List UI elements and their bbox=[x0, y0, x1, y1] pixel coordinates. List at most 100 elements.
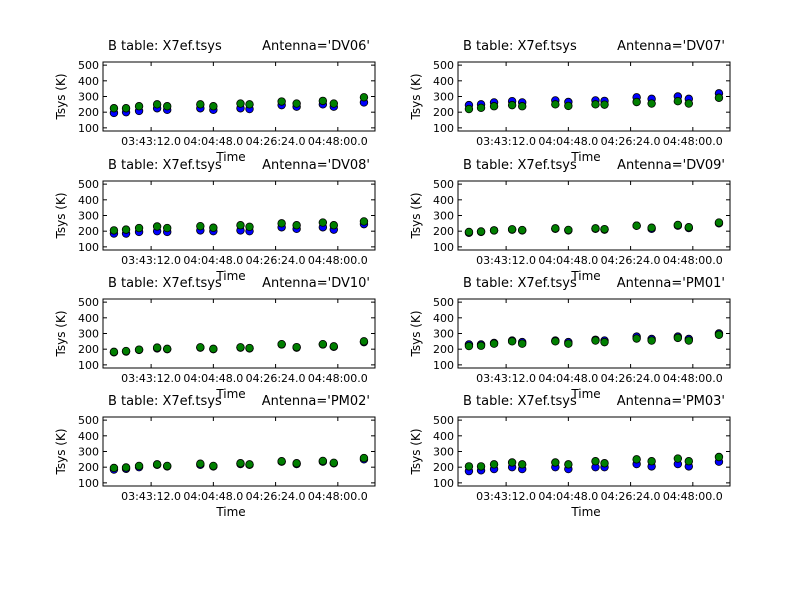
data-point-series-2 bbox=[292, 221, 301, 230]
y-tick-label: 400 bbox=[433, 75, 454, 88]
x-axis-label: Time bbox=[215, 150, 245, 164]
data-point-series-2 bbox=[476, 341, 486, 350]
data-point-series-2 bbox=[152, 343, 162, 352]
data-point-series-2 bbox=[632, 334, 641, 343]
y-tick-label: 100 bbox=[433, 241, 454, 254]
data-point-series-2 bbox=[564, 339, 573, 348]
data-point-series-2 bbox=[277, 97, 286, 106]
subplot-title: B table: X7ef.tsys bbox=[108, 276, 222, 291]
data-point-series-2 bbox=[518, 102, 527, 111]
data-point-series-2 bbox=[359, 453, 369, 463]
data-point-series-2 bbox=[673, 333, 683, 343]
x-tick-label: 04:26:24.0 bbox=[246, 135, 306, 148]
data-point-series-2 bbox=[245, 222, 254, 231]
data-point-series-2 bbox=[121, 104, 131, 113]
y-axis-label: Tsys (K) bbox=[54, 74, 68, 121]
data-point-series-2 bbox=[714, 330, 724, 339]
data-point-series-2 bbox=[236, 343, 245, 352]
subplot-antennapm02: B table: X7ef.tsys Antenna='PM02' 100 200 30… bbox=[54, 394, 376, 519]
data-point-series-2 bbox=[684, 99, 693, 108]
y-tick-label: 200 bbox=[433, 106, 454, 119]
x-tick-label: 04:48:00.0 bbox=[308, 372, 368, 385]
x-tick-label: 03:43:12.0 bbox=[121, 490, 181, 503]
data-point-series-2 bbox=[245, 343, 254, 353]
y-tick-label: 500 bbox=[433, 59, 454, 72]
data-point-series-2 bbox=[647, 457, 656, 466]
data-point-series-2 bbox=[551, 100, 560, 109]
data-point-series-2 bbox=[564, 225, 573, 235]
subplot-antennapm03: B table: X7ef.tsys Antenna='PM03' 100 200 30… bbox=[409, 394, 731, 519]
data-point-series-2 bbox=[163, 102, 172, 111]
x-tick-label: 04:26:24.0 bbox=[601, 372, 661, 385]
data-point-series-2 bbox=[163, 223, 172, 233]
y-tick-label: 100 bbox=[78, 241, 99, 254]
data-point-series-2 bbox=[277, 339, 286, 349]
x-axis-label: Time bbox=[215, 505, 245, 519]
data-point-series-2 bbox=[109, 463, 119, 473]
data-point-series-2 bbox=[152, 222, 162, 231]
data-point-series-2 bbox=[134, 102, 144, 111]
data-point-series-2 bbox=[489, 102, 499, 111]
data-point-series-2 bbox=[359, 337, 369, 346]
y-tick-label: 300 bbox=[433, 210, 454, 223]
subplot-title: B table: X7ef.tsys bbox=[463, 158, 577, 173]
data-point-series-2 bbox=[507, 100, 517, 110]
antenna-label: Antenna='DV06' bbox=[262, 39, 370, 54]
data-point-series-2 bbox=[329, 342, 338, 351]
data-point-series-2 bbox=[591, 457, 600, 466]
data-point-series-2 bbox=[209, 461, 218, 471]
subplot-title: B table: X7ef.tsys bbox=[463, 276, 577, 291]
data-point-series-2 bbox=[673, 220, 683, 230]
y-tick-label: 200 bbox=[78, 343, 99, 356]
y-tick-label: 300 bbox=[433, 328, 454, 341]
x-tick-label: 04:26:24.0 bbox=[601, 254, 661, 267]
x-tick-label: 04:26:24.0 bbox=[246, 254, 306, 267]
y-tick-label: 300 bbox=[78, 210, 99, 223]
data-point-series-2 bbox=[163, 344, 172, 354]
data-point-series-2 bbox=[359, 93, 369, 102]
data-point-series-2 bbox=[329, 458, 338, 467]
antenna-label: Antenna='DV07' bbox=[617, 39, 725, 54]
subplot-title: B table: X7ef.tsys bbox=[108, 39, 222, 54]
y-axis-label: Tsys (K) bbox=[409, 74, 423, 121]
y-tick-label: 400 bbox=[433, 312, 454, 325]
x-tick-label: 04:26:24.0 bbox=[246, 490, 306, 503]
data-point-series-2 bbox=[109, 226, 119, 235]
antenna-label: Antenna='DV08' bbox=[262, 158, 370, 173]
y-tick-label: 500 bbox=[433, 296, 454, 309]
y-tick-label: 100 bbox=[78, 477, 99, 490]
data-point-series-2 bbox=[673, 454, 683, 463]
data-point-series-2 bbox=[551, 458, 560, 467]
y-tick-label: 400 bbox=[78, 430, 99, 443]
y-tick-label: 500 bbox=[78, 178, 99, 191]
y-tick-label: 200 bbox=[433, 225, 454, 238]
data-point-series-2 bbox=[464, 227, 474, 237]
y-tick-label: 100 bbox=[433, 359, 454, 372]
x-axis-label: Time bbox=[570, 269, 600, 283]
data-point-series-2 bbox=[196, 459, 205, 468]
data-point-series-2 bbox=[134, 345, 144, 354]
data-point-series-2 bbox=[564, 101, 573, 111]
x-tick-label: 03:43:12.0 bbox=[476, 135, 536, 148]
data-point-series-2 bbox=[591, 336, 600, 345]
data-point-series-2 bbox=[489, 460, 499, 469]
y-tick-label: 300 bbox=[433, 91, 454, 104]
y-tick-label: 200 bbox=[433, 343, 454, 356]
data-point-series-2 bbox=[714, 93, 724, 102]
y-tick-label: 500 bbox=[78, 296, 99, 309]
data-point-series-2 bbox=[647, 99, 656, 108]
x-tick-label: 04:26:24.0 bbox=[246, 372, 306, 385]
data-point-series-2 bbox=[591, 100, 600, 109]
data-point-series-2 bbox=[684, 223, 693, 232]
subplot-title: B table: X7ef.tsys bbox=[108, 394, 222, 409]
data-point-series-2 bbox=[507, 225, 517, 234]
x-tick-label: 03:43:12.0 bbox=[121, 135, 181, 148]
data-point-series-2 bbox=[564, 460, 573, 469]
data-point-series-2 bbox=[551, 224, 560, 233]
subplot-antennadv06: B table: X7ef.tsys Antenna='DV06' 100 200 30… bbox=[54, 39, 376, 164]
x-tick-label: 04:04:48.0 bbox=[538, 490, 598, 503]
data-point-series-2 bbox=[245, 460, 254, 469]
antenna-label: Antenna='PM03' bbox=[617, 394, 725, 409]
x-tick-label: 04:04:48.0 bbox=[538, 372, 598, 385]
data-point-series-2 bbox=[464, 462, 474, 471]
